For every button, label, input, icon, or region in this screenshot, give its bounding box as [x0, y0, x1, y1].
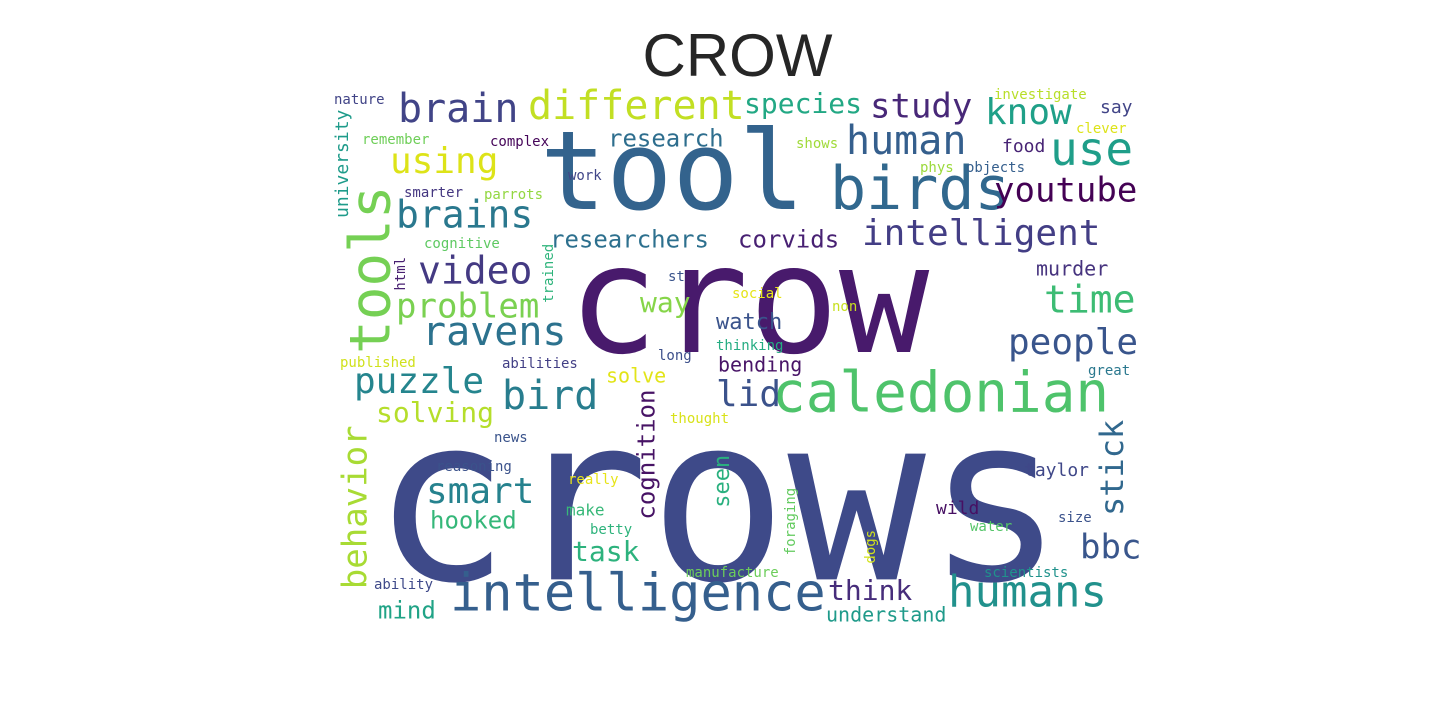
word-time: time: [1044, 278, 1136, 322]
word-wild: wild: [936, 498, 979, 519]
word-way: way: [640, 286, 691, 319]
word-smarter: smarter: [404, 185, 463, 201]
word-cognitive: cognitive: [424, 236, 500, 252]
word-objects: objects: [966, 160, 1025, 176]
word-html: html: [393, 257, 409, 291]
word-tools: tools: [339, 185, 404, 354]
word-different: different: [528, 83, 745, 129]
word-brains: brains: [396, 193, 533, 237]
word-published: published: [340, 355, 416, 371]
word-bbc: bbc: [1080, 528, 1141, 568]
chart-title: CROW: [642, 22, 833, 89]
word-thought: thought: [670, 411, 729, 427]
word-long: long: [658, 348, 692, 364]
word-stick: stick: [1093, 420, 1131, 516]
word-tool: tool: [540, 107, 805, 235]
word-study: study: [870, 87, 972, 127]
word-researchers: researchers: [550, 226, 709, 254]
word-food: food: [1002, 136, 1045, 157]
word-university: university: [332, 109, 353, 218]
word-bird: bird: [502, 373, 598, 419]
word-clever: clever: [1076, 121, 1127, 137]
word-lid: lid: [716, 374, 781, 415]
word-taylor: taylor: [1024, 460, 1089, 481]
word-cognition: cognition: [633, 390, 661, 520]
word-say: say: [1100, 97, 1133, 118]
word-investigate: investigate: [994, 87, 1087, 103]
word-nature: nature: [334, 92, 385, 108]
word-phys: phys: [920, 160, 954, 176]
word-betty: betty: [590, 522, 632, 538]
word-bending: bending: [718, 353, 802, 377]
word-humans: humans: [948, 566, 1107, 617]
word-seen: seen: [710, 455, 735, 508]
word-remember: remember: [362, 132, 429, 148]
word-hooked: hooked: [430, 507, 517, 535]
word-understand: understand: [826, 603, 946, 627]
word-smart: smart: [426, 471, 534, 512]
word-video: video: [418, 249, 532, 293]
word-make: make: [566, 500, 605, 519]
word-intelligent: intelligent: [862, 213, 1100, 254]
word-use: use: [1050, 122, 1133, 176]
word-people: people: [1008, 322, 1138, 363]
word-really: really: [568, 472, 619, 488]
word-foraging: foraging: [783, 488, 799, 555]
word-human: human: [846, 118, 966, 164]
word-st: st: [668, 269, 685, 285]
word-intelligence: intelligence: [450, 564, 826, 624]
word-size: size: [1058, 510, 1092, 526]
word-dogs: dogs: [863, 530, 879, 564]
word-think: think: [828, 574, 912, 607]
word-solve: solve: [606, 364, 666, 388]
word-trained: trained: [541, 244, 557, 303]
word-brain: brain: [398, 86, 518, 132]
word-puzzle: puzzle: [354, 361, 484, 402]
word-great: great: [1088, 363, 1130, 379]
word-crow: crow: [568, 214, 930, 388]
word-caledonian: caledonian: [772, 361, 1109, 426]
word-youtube: youtube: [994, 171, 1137, 211]
word-using: using: [390, 141, 498, 182]
word-ability: ability: [374, 577, 433, 593]
word-social: social: [732, 286, 783, 302]
word-watch: watch: [716, 310, 782, 335]
word-shows: shows: [796, 136, 838, 152]
word-work: work: [568, 168, 602, 184]
word-news: news: [494, 430, 528, 446]
word-abilities: abilities: [502, 356, 578, 372]
word-birds: birds: [830, 154, 1011, 224]
word-research: research: [608, 125, 724, 153]
word-manufacture: manufacture: [686, 565, 779, 581]
word-thinking: thinking: [716, 338, 783, 354]
word-scientists: scientists: [984, 565, 1068, 581]
word-non: non: [832, 299, 857, 315]
word-mind: mind: [378, 597, 436, 625]
word-murder: murder: [1036, 257, 1108, 281]
word-reasoning: reasoning: [436, 459, 512, 475]
word-problem: problem: [396, 287, 539, 327]
word-parrots: parrots: [484, 187, 543, 203]
word-complex: complex: [490, 134, 549, 150]
word-water: water: [970, 519, 1012, 535]
word-species: species: [744, 87, 862, 120]
word-task: task: [572, 535, 640, 568]
word-crows: crows: [372, 367, 1064, 634]
word-solving: solving: [376, 396, 494, 429]
word-corvids: corvids: [738, 226, 839, 254]
word-know: know: [985, 92, 1072, 133]
word-ravens: ravens: [422, 309, 567, 355]
word-behavior: behavior: [336, 425, 376, 589]
